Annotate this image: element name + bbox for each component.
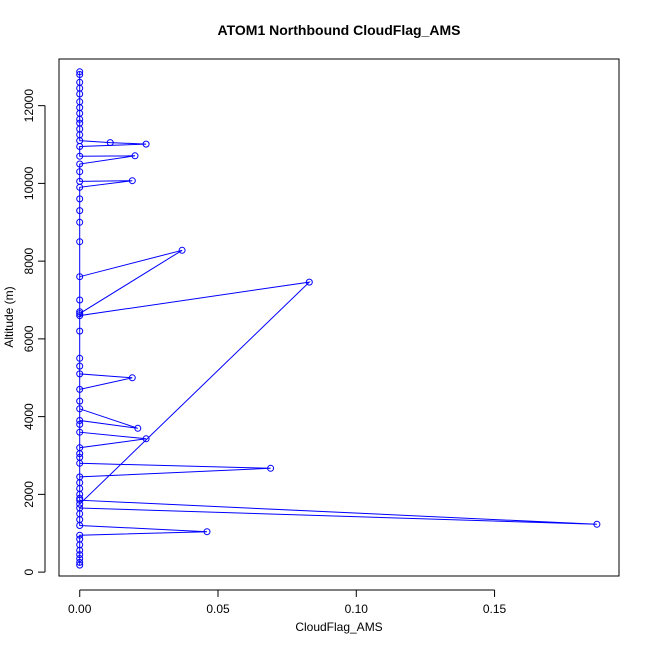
data-point <box>593 520 601 528</box>
data-point <box>76 453 84 461</box>
series-points <box>76 68 601 569</box>
data-point <box>76 98 84 106</box>
y-tick-label: 6000 <box>22 325 36 352</box>
data-point <box>76 494 84 502</box>
data-point <box>76 473 84 481</box>
x-tick-label: 0.05 <box>206 602 230 616</box>
data-point <box>76 273 84 281</box>
x-tick-label: 0.00 <box>68 602 92 616</box>
data-point <box>76 546 84 554</box>
data-point <box>76 296 84 304</box>
data-point <box>76 558 84 566</box>
data-point <box>76 152 84 160</box>
data-point <box>178 246 186 254</box>
x-tick-label: 0.10 <box>345 602 369 616</box>
data-point <box>76 195 84 203</box>
data-point <box>131 152 139 160</box>
data-point <box>76 168 84 176</box>
y-tick-label: 2000 <box>22 481 36 508</box>
data-point <box>76 312 84 320</box>
data-point <box>76 218 84 226</box>
data-point <box>76 78 84 86</box>
y-tick-label: 10000 <box>22 166 36 200</box>
data-point <box>76 71 84 78</box>
y-axis-label: Altitude (m) <box>2 286 16 347</box>
data-point <box>142 140 150 148</box>
x-axis: 0.00 0.05 0.10 0.15 <box>68 589 507 616</box>
data-point <box>76 354 84 362</box>
data-point <box>76 417 84 424</box>
data-point <box>76 238 84 246</box>
data-point <box>76 561 84 569</box>
data-point <box>76 385 84 393</box>
data-point <box>76 308 84 316</box>
series-lines <box>79 71 597 566</box>
data-point <box>76 444 84 452</box>
data-point <box>76 397 84 405</box>
data-point <box>76 370 84 378</box>
data-point <box>76 555 84 562</box>
data-point <box>203 528 211 536</box>
data-point <box>76 362 84 370</box>
data-point <box>76 551 84 559</box>
data-point <box>128 177 136 185</box>
data-point <box>76 119 84 127</box>
y-tick-label: 8000 <box>22 247 36 274</box>
data-point <box>76 310 84 318</box>
chart-title: ATOM1 Northbound CloudFlag_AMS <box>218 22 461 38</box>
plot-area <box>58 58 620 577</box>
data-point <box>76 207 84 215</box>
x-axis-label: CloudFlag_AMS <box>295 620 382 634</box>
data-point <box>106 139 114 147</box>
y-tick-label: 12000 <box>22 89 36 123</box>
data-point <box>76 327 84 335</box>
data-point <box>76 531 84 539</box>
y-tick-label: 0 <box>22 568 36 575</box>
data-point <box>76 535 84 543</box>
data-point <box>142 435 150 443</box>
series-line <box>79 71 597 566</box>
data-point <box>76 177 84 185</box>
y-axis: 0 2000 4000 6000 8000 10000 12000 <box>22 89 46 575</box>
data-point <box>134 424 142 432</box>
data-point <box>128 374 136 382</box>
data-point <box>76 504 84 512</box>
data-point <box>76 160 84 168</box>
y-tick-label: 4000 <box>22 403 36 430</box>
data-point <box>267 464 275 472</box>
data-point <box>76 428 84 436</box>
data-point <box>305 278 313 286</box>
data-point <box>76 420 84 428</box>
data-point <box>76 405 84 413</box>
data-point <box>76 68 84 76</box>
x-tick-label: 0.15 <box>483 602 507 616</box>
